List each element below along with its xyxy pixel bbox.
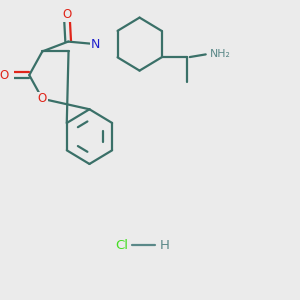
- Text: O: O: [0, 69, 9, 82]
- Text: H: H: [159, 238, 169, 252]
- Text: NH₂: NH₂: [210, 50, 231, 59]
- Text: O: O: [38, 92, 47, 105]
- Text: O: O: [62, 8, 71, 21]
- Text: Cl: Cl: [116, 238, 129, 252]
- Text: N: N: [91, 38, 100, 51]
